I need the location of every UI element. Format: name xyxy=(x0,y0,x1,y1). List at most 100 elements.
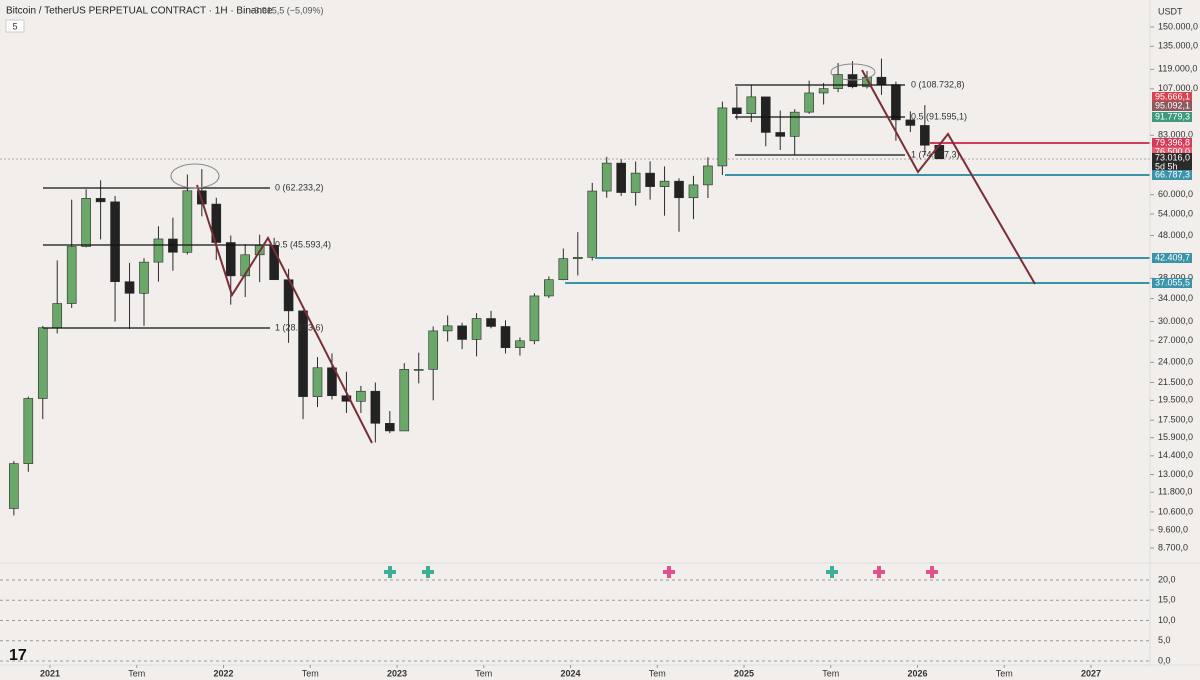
circle-drawing xyxy=(170,163,220,189)
candle-body xyxy=(616,162,626,193)
y-tick-label: 48.000,0 xyxy=(1158,230,1193,240)
x-tick-label: Tem xyxy=(996,668,1013,678)
pane-tick-label: 0,0 xyxy=(1158,655,1171,665)
currency[interactable]: USDT xyxy=(1158,6,1183,16)
price-tag: 37.055,5 xyxy=(1152,277,1192,288)
price-tag-label: 66.787,3 xyxy=(1155,169,1190,179)
candle-body xyxy=(500,326,511,349)
badge[interactable]: 5 xyxy=(12,21,17,31)
candle-body xyxy=(370,390,381,424)
candle-body xyxy=(659,180,670,187)
symbol-title: Bitcoin / TetherUS PERPETUAL CONTRACT · … xyxy=(6,6,273,17)
candle-body xyxy=(66,246,77,304)
price-tag-box xyxy=(1152,153,1192,163)
x-tick-label: 2022 xyxy=(213,668,233,678)
candle-body xyxy=(789,111,800,137)
candle-body xyxy=(327,367,337,397)
candle-body xyxy=(818,88,829,94)
price-tag: 73.016,0 xyxy=(1152,152,1192,163)
candle-body xyxy=(572,257,583,259)
y-tick-label: 8.700,0 xyxy=(1158,542,1188,552)
y-tick-label: 135.000,0 xyxy=(1158,41,1198,51)
signal-cross xyxy=(873,566,885,578)
price-tag: 76.500,0 xyxy=(1152,146,1192,157)
price-tag-box xyxy=(1152,101,1192,111)
pane-tick-label: 15,0 xyxy=(1158,595,1176,605)
price-tag-box xyxy=(1152,112,1192,122)
x-tick-label: Tem xyxy=(302,668,319,678)
candle-body xyxy=(9,463,19,509)
price-tag-label: 79.396,8 xyxy=(1155,137,1190,147)
price-tag-box xyxy=(1152,253,1192,263)
price-tag: 79.396,8 xyxy=(1152,137,1192,148)
price-tag-label: 42.409,7 xyxy=(1155,252,1190,262)
y-tick-label: 24.000,0 xyxy=(1158,357,1193,367)
signal-cross xyxy=(926,566,938,578)
candle-body xyxy=(471,318,482,340)
price-tag: 66.787,3 xyxy=(1152,169,1192,180)
price-tag: 42.409,7 xyxy=(1152,252,1192,263)
x-tick-label: Tem xyxy=(822,668,839,678)
logo: 17 xyxy=(9,647,27,664)
candle-body xyxy=(95,198,106,203)
candle-body xyxy=(732,107,742,114)
y-tick-label: 54.000,0 xyxy=(1158,208,1193,218)
candle-body xyxy=(298,310,308,397)
price-tag-box xyxy=(1152,147,1192,157)
fib-label: 0.5 (91.595,1) xyxy=(911,111,967,121)
y-tick-label: 119.000,0 xyxy=(1158,64,1197,74)
candle-body xyxy=(630,172,641,193)
fib-label: 0 (62.233,2) xyxy=(275,182,324,192)
fib-label: 1 (28.153,6) xyxy=(275,322,324,332)
candle-body xyxy=(760,96,771,133)
y-tick-label: 19.500,0 xyxy=(1158,395,1193,405)
y-tick-label: 17.500,0 xyxy=(1158,415,1193,425)
pane-tick-label: 20,0 xyxy=(1158,574,1176,584)
price-tag-box xyxy=(1152,278,1192,288)
y-tick-label: 14.400,0 xyxy=(1158,450,1193,460)
y-tick-label: 60.000,0 xyxy=(1158,189,1193,199)
candle-body xyxy=(269,245,279,281)
fib-label: 0 (108.732,8) xyxy=(911,79,965,89)
x-tick-label: 2021 xyxy=(40,668,60,678)
candle-body xyxy=(312,367,323,397)
pane-tick-label: 5,0 xyxy=(1158,635,1171,645)
candle-body xyxy=(110,201,120,282)
price-change: −3.915,5 (−5,09%) xyxy=(249,5,324,15)
price-tag-label: 73.016,0 xyxy=(1155,152,1190,162)
candle-body xyxy=(544,279,554,297)
y-tick-label: 34.000,0 xyxy=(1158,293,1193,303)
price-tag: 95.666,1 xyxy=(1152,91,1192,102)
candle-body xyxy=(168,238,178,253)
candle-body xyxy=(920,125,930,146)
fib-label: 0.5 (45.593,4) xyxy=(275,239,331,249)
y-tick-label: 15.900,0 xyxy=(1158,432,1193,442)
y-tick-label: 11.800,0 xyxy=(1158,487,1192,497)
x-tick-label: Tem xyxy=(475,668,492,678)
candle-body xyxy=(457,325,467,340)
price-tag: 91.779,3 xyxy=(1152,111,1192,122)
candle-body xyxy=(23,398,34,464)
x-tick-label: Tem xyxy=(649,668,666,678)
price-tag: 5d 5h xyxy=(1152,161,1192,172)
price-tag-label: 91.779,3 xyxy=(1155,111,1190,121)
price-tag-label: 95.092,1 xyxy=(1155,100,1190,110)
candle-body xyxy=(124,281,135,294)
candle-body xyxy=(153,238,164,263)
badge-box[interactable] xyxy=(5,19,25,33)
candle-body xyxy=(385,423,395,432)
plot xyxy=(0,58,1150,516)
candle-body xyxy=(341,395,352,402)
signal-cross xyxy=(826,566,838,578)
candle-body xyxy=(804,92,814,113)
y-tick-label: 21.500,0 xyxy=(1158,377,1193,387)
x-tick-label: Tem xyxy=(128,668,145,678)
signal-cross xyxy=(384,566,396,578)
x-tick-label: 2023 xyxy=(387,668,407,678)
circle-drawing xyxy=(830,63,876,81)
candle-body xyxy=(601,162,612,192)
x-tick-label: 2024 xyxy=(560,668,580,678)
price-tag-label: 76.500,0 xyxy=(1155,146,1190,156)
candle-body xyxy=(847,74,858,88)
candle-body xyxy=(37,327,48,399)
